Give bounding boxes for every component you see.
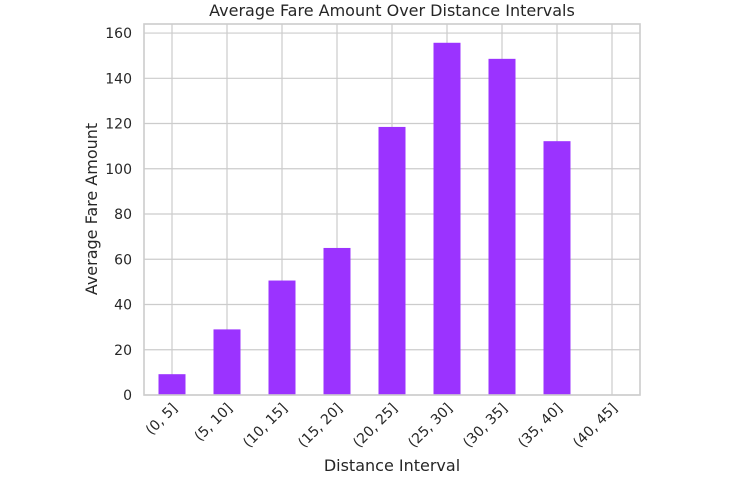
- x-tick-labels: (0, 5] (5, 10] (10, 15] (15, 20] (20, 25] (25…: [143, 401, 621, 452]
- bar: [213, 329, 241, 395]
- bar: [378, 126, 406, 396]
- bar: [433, 42, 461, 396]
- chart-title: Average Fare Amount Over Distance Interv…: [209, 1, 575, 20]
- x-tick-label: (20, 25]: [350, 401, 401, 452]
- y-tick-label: 60: [114, 252, 132, 268]
- y-tick-labels: 0 20 40 60 80 100 120 140 160: [105, 26, 132, 404]
- x-tick-label: (40, 45]: [570, 401, 621, 452]
- x-tick-label: (15, 20]: [295, 401, 346, 452]
- bar: [488, 58, 516, 396]
- y-tick-label: 40: [114, 298, 132, 314]
- x-tick-label: (0, 5]: [143, 401, 181, 439]
- bar: [543, 141, 571, 395]
- bar-layer: [158, 42, 571, 396]
- x-tick-label: (30, 35]: [460, 401, 511, 452]
- y-tick-label: 120: [105, 117, 132, 133]
- bar: [158, 374, 186, 395]
- y-tick-label: 100: [105, 162, 132, 178]
- x-tick-label: (25, 30]: [405, 401, 456, 452]
- x-tick-label: (35, 40]: [515, 401, 566, 452]
- y-axis-label: Average Fare Amount: [82, 123, 101, 295]
- y-tick-label: 160: [105, 26, 132, 42]
- y-tick-label: 20: [114, 343, 132, 359]
- bar: [268, 280, 296, 395]
- y-tick-label: 0: [123, 388, 132, 404]
- y-tick-label: 140: [105, 71, 132, 87]
- bar: [323, 247, 351, 395]
- y-tick-label: 80: [114, 207, 132, 223]
- x-tick-label: (5, 10]: [192, 401, 236, 445]
- plot-frame: [143, 23, 641, 396]
- x-axis-label: Distance Interval: [324, 456, 460, 475]
- x-tick-label: (10, 15]: [240, 401, 291, 452]
